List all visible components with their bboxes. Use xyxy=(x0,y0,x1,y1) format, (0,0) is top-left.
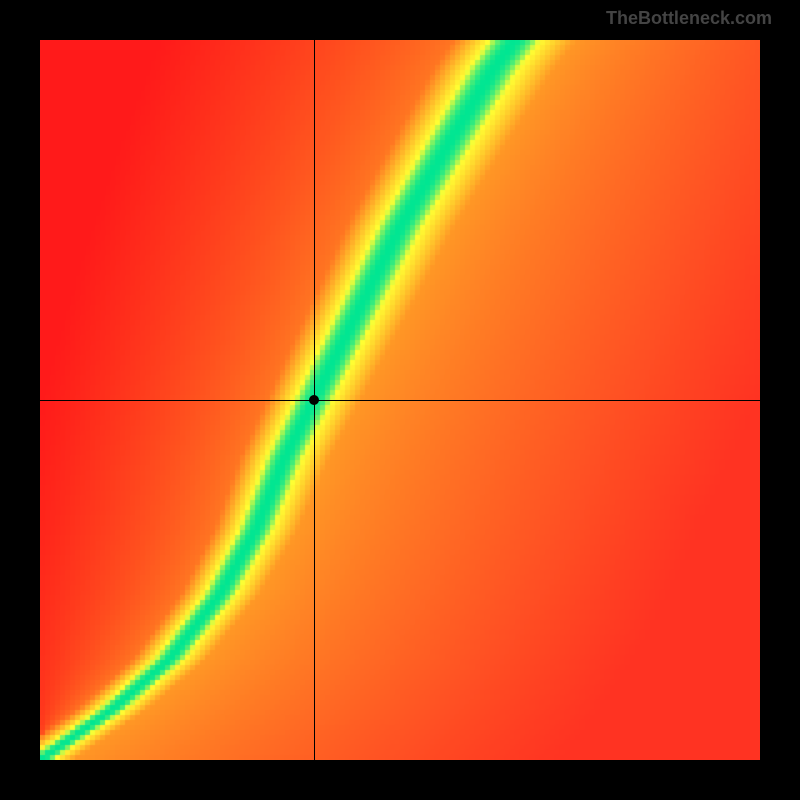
crosshair-marker xyxy=(309,395,319,405)
crosshair-horizontal xyxy=(40,400,760,401)
attribution-text: TheBottleneck.com xyxy=(606,8,772,29)
plot-area xyxy=(40,40,760,760)
chart-container: TheBottleneck.com xyxy=(0,0,800,800)
